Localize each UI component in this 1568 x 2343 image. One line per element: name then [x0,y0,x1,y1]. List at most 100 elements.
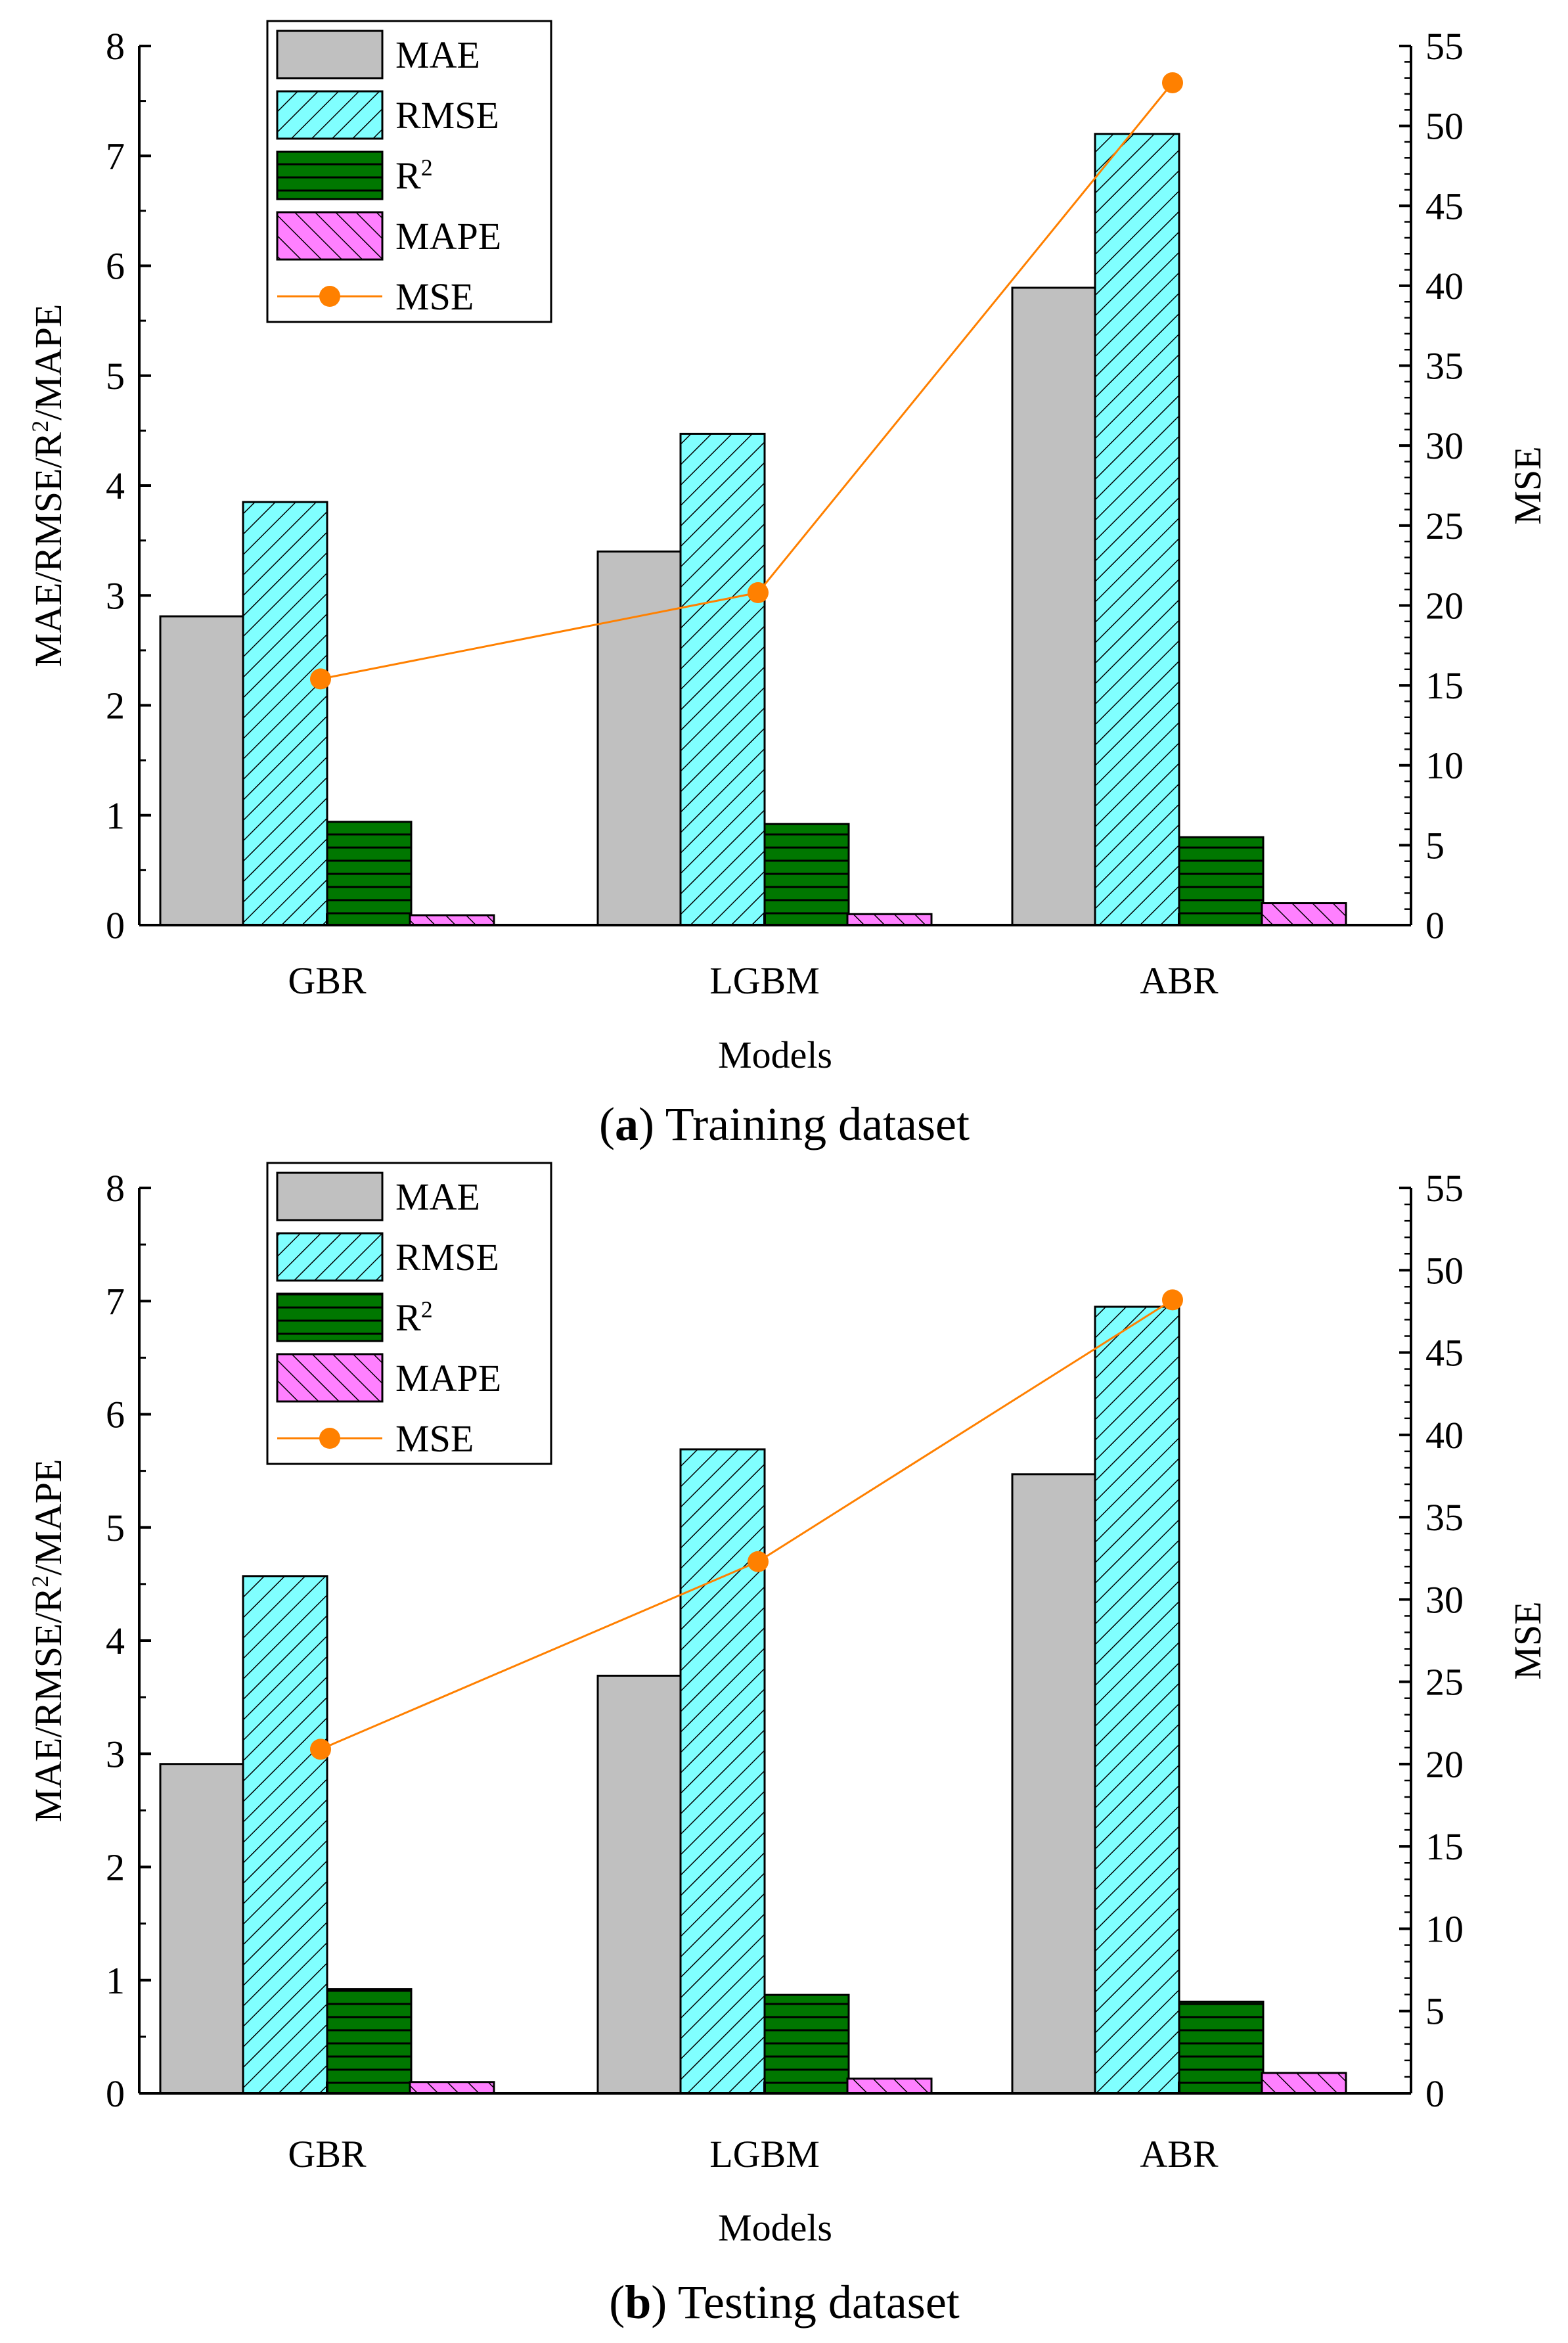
legend-swatch-mape [276,1353,384,1403]
bar-rmse-abr [1094,133,1180,926]
category-label-gbr: GBR [288,2133,367,2175]
bar-mae-abr [1011,286,1098,926]
legend-swatch-mse-marker [319,286,340,307]
legend-label: R2 [395,154,433,197]
bar-rmse-lgbm [679,1448,766,2095]
legend-label: MAPE [395,215,501,258]
panel-caption: (a) Training dataset [599,1098,970,1150]
bar-mape-lgbm [846,913,933,926]
right-tick-label: 55 [1425,1167,1464,1210]
right-axis-title: MSE [1506,1601,1549,1679]
legend-swatch-r2 [276,1292,384,1342]
legend-swatch-mae [276,1172,384,1221]
bar-mape-gbr [409,2081,495,2095]
bar-mape-lgbm [846,2078,933,2095]
legend-label: MSE [395,1417,474,1460]
right-tick-label: 45 [1425,185,1464,227]
legend-swatch-rmse [276,1232,384,1282]
bar-mae-gbr [159,615,246,926]
right-tick-label: 35 [1425,1496,1464,1539]
left-tick-label: 4 [106,1620,125,1662]
legend-label: RMSE [395,1236,499,1279]
category-label-abr: ABR [1140,2133,1219,2175]
bar-rmse-lgbm [679,432,766,926]
left-tick-label: 2 [106,685,125,727]
legend: MAE RMSE R2 MAPE MSE [266,20,552,323]
bar-rmse-gbr [242,501,328,926]
bar-r2-gbr [326,1988,413,2095]
bar-mae-gbr [159,1763,246,2095]
right-tick-label: 40 [1425,265,1464,307]
mse-point-abr [1162,1289,1183,1311]
left-tick-label: 7 [106,1280,125,1323]
right-axis-title: MSE [1506,446,1549,524]
right-tick-label: 10 [1425,1907,1464,1950]
right-tick-label: 30 [1425,424,1464,467]
category-label-lgbm: LGBM [709,2133,820,2175]
right-tick-label: 40 [1425,1414,1464,1457]
left-tick-label: 1 [106,1959,125,2002]
bar-mape-gbr [409,914,495,926]
right-tick-label: 20 [1425,1743,1464,1786]
left-tick-label: 5 [106,1507,125,1549]
bar-r2-lgbm [763,823,850,926]
bar-rmse-gbr [242,1575,328,2095]
right-tick-label: 50 [1425,1249,1464,1292]
right-tick-label: 50 [1425,105,1464,148]
category-label-lgbm: LGBM [709,959,820,1002]
category-label-abr: ABR [1140,959,1219,1002]
right-tick-label: 30 [1425,1578,1464,1621]
legend-swatch-mae [276,30,384,80]
right-tick-label: 5 [1425,1990,1445,2033]
legend-label: MAE [395,1175,480,1218]
left-tick-label: 6 [106,245,125,288]
legend-label: MAE [395,34,480,76]
left-tick-label: 0 [106,2072,125,2115]
right-tick-label: 45 [1425,1332,1464,1375]
x-axis-title: Models [718,1034,832,1076]
legend-swatch-r2 [276,150,384,200]
right-tick-label: 35 [1425,345,1464,388]
left-tick-label: 4 [106,465,125,507]
legend-swatch-mape [276,211,384,261]
x-axis-title: Models [718,2206,832,2249]
right-tick-label: 15 [1425,664,1464,707]
mse-point-gbr [310,668,331,690]
bar-mae-abr [1011,1473,1098,2095]
left-tick-label: 1 [106,794,125,837]
left-axis-title: MAE/RMSE/R2/MAPE [27,1459,70,1823]
category-label-gbr: GBR [288,959,367,1002]
left-tick-label: 7 [106,135,125,177]
left-tick-label: 2 [106,1846,125,1889]
legend-label: RMSE [395,94,499,137]
bar-rmse-abr [1094,1306,1180,2095]
mse-point-gbr [310,1739,331,1760]
right-tick-label: 10 [1425,744,1464,787]
right-tick-label: 25 [1425,505,1464,547]
left-tick-label: 8 [106,1167,125,1210]
bar-mape-abr [1261,2072,1347,2095]
left-tick-label: 0 [106,904,125,947]
left-axis-title: MAE/RMSE/R2/MAPE [27,304,70,668]
legend-swatch-rmse [276,90,384,140]
right-tick-label: 25 [1425,1661,1464,1704]
right-tick-label: 20 [1425,584,1464,627]
left-tick-label: 6 [106,1394,125,1436]
legend-label: MAPE [395,1357,501,1399]
mse-point-lgbm [748,581,769,603]
bar-r2-abr [1178,2000,1265,2095]
left-tick-label: 3 [106,574,125,617]
bar-r2-abr [1178,836,1265,926]
legend-swatch-mse-marker [319,1428,340,1449]
panel-caption: (b) Testing dataset [609,2276,960,2329]
mse-point-abr [1162,72,1183,93]
left-tick-label: 3 [106,1733,125,1775]
left-tick-label: 5 [106,355,125,398]
legend-label: MSE [395,275,474,318]
right-tick-label: 5 [1425,824,1445,867]
bar-mape-abr [1261,902,1347,926]
